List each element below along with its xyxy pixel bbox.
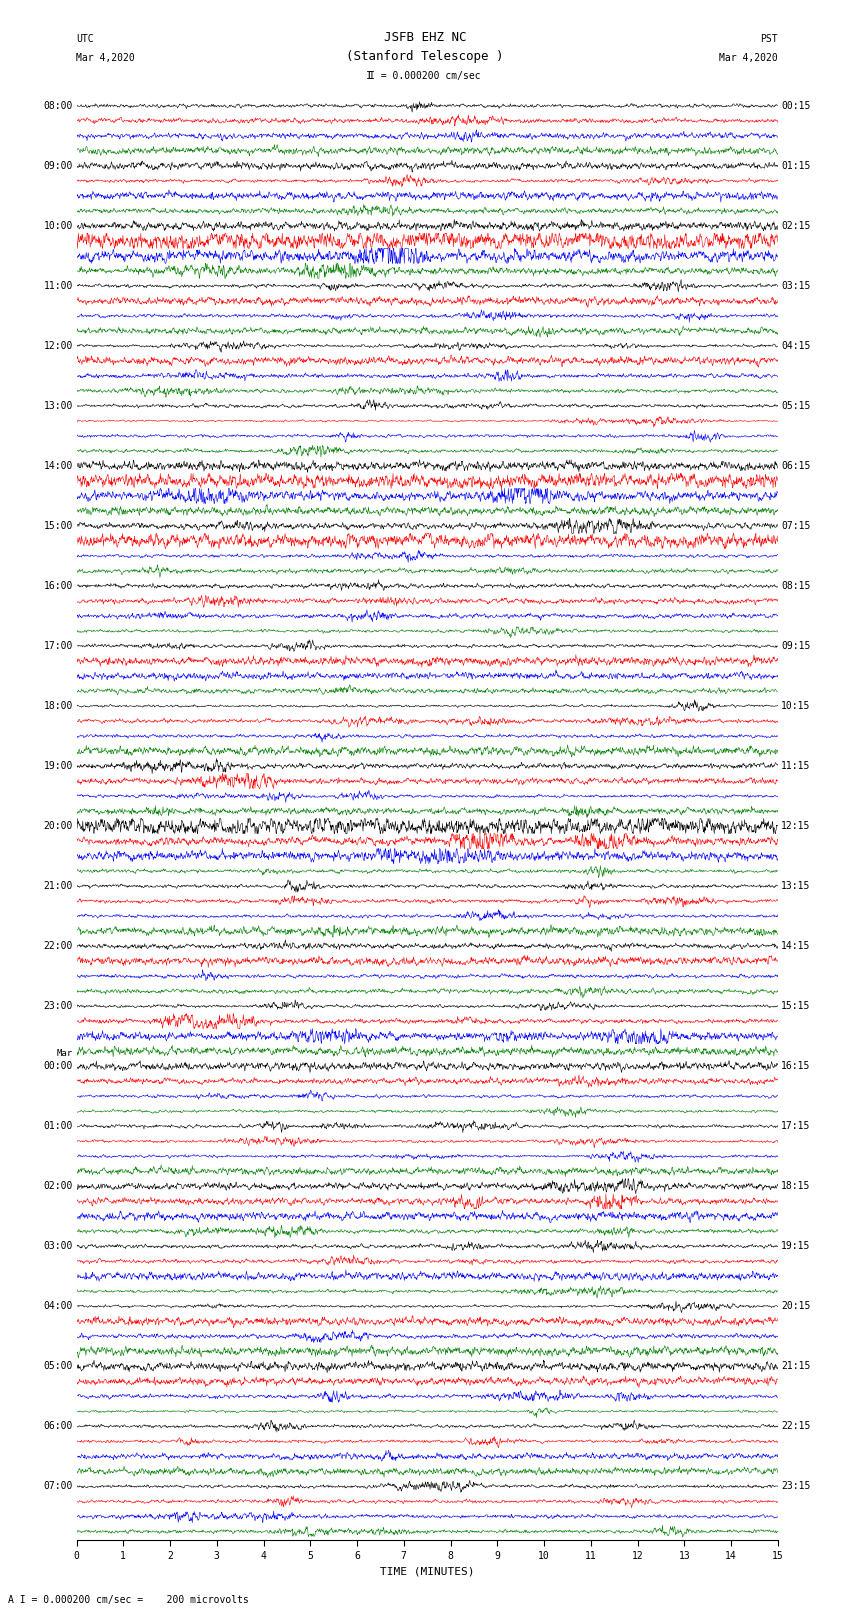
- Text: 21:00: 21:00: [43, 881, 73, 890]
- Text: 08:00: 08:00: [43, 100, 73, 111]
- Text: PST: PST: [760, 34, 778, 44]
- Text: 21:15: 21:15: [781, 1361, 811, 1371]
- Text: Mar: Mar: [57, 1048, 73, 1058]
- Text: 18:15: 18:15: [781, 1181, 811, 1192]
- Text: 10:15: 10:15: [781, 702, 811, 711]
- Text: 16:15: 16:15: [781, 1061, 811, 1071]
- Text: 14:00: 14:00: [43, 461, 73, 471]
- Text: 13:00: 13:00: [43, 402, 73, 411]
- Text: 13:15: 13:15: [781, 881, 811, 890]
- Text: 04:00: 04:00: [43, 1302, 73, 1311]
- Text: 12:00: 12:00: [43, 340, 73, 352]
- Text: 23:15: 23:15: [781, 1481, 811, 1492]
- Text: 20:15: 20:15: [781, 1302, 811, 1311]
- Text: 19:00: 19:00: [43, 761, 73, 771]
- Text: 22:15: 22:15: [781, 1421, 811, 1431]
- Text: 12:15: 12:15: [781, 821, 811, 831]
- Text: I = 0.000200 cm/sec: I = 0.000200 cm/sec: [369, 71, 481, 81]
- Text: 18:00: 18:00: [43, 702, 73, 711]
- Text: 08:15: 08:15: [781, 581, 811, 590]
- Text: Mar 4,2020: Mar 4,2020: [76, 53, 135, 63]
- Text: 06:00: 06:00: [43, 1421, 73, 1431]
- Text: JSFB EHZ NC: JSFB EHZ NC: [383, 31, 467, 44]
- Text: 03:00: 03:00: [43, 1242, 73, 1252]
- Text: 01:00: 01:00: [43, 1121, 73, 1131]
- Text: 19:15: 19:15: [781, 1242, 811, 1252]
- Text: 04:15: 04:15: [781, 340, 811, 352]
- Text: 05:15: 05:15: [781, 402, 811, 411]
- Text: Mar 4,2020: Mar 4,2020: [719, 53, 778, 63]
- Text: 00:00: 00:00: [43, 1061, 73, 1071]
- Text: 06:15: 06:15: [781, 461, 811, 471]
- Text: 02:15: 02:15: [781, 221, 811, 231]
- Text: 17:00: 17:00: [43, 640, 73, 652]
- Text: 05:00: 05:00: [43, 1361, 73, 1371]
- Text: 20:00: 20:00: [43, 821, 73, 831]
- Text: 16:00: 16:00: [43, 581, 73, 590]
- Text: 00:15: 00:15: [781, 100, 811, 111]
- Text: 01:15: 01:15: [781, 161, 811, 171]
- Text: 02:00: 02:00: [43, 1181, 73, 1192]
- Text: 17:15: 17:15: [781, 1121, 811, 1131]
- Text: A I = 0.000200 cm/sec =    200 microvolts: A I = 0.000200 cm/sec = 200 microvolts: [8, 1595, 249, 1605]
- Text: 22:00: 22:00: [43, 940, 73, 952]
- Text: 10:00: 10:00: [43, 221, 73, 231]
- Text: 14:15: 14:15: [781, 940, 811, 952]
- Text: 11:15: 11:15: [781, 761, 811, 771]
- Text: 03:15: 03:15: [781, 281, 811, 290]
- Text: 15:00: 15:00: [43, 521, 73, 531]
- Text: 07:00: 07:00: [43, 1481, 73, 1492]
- Text: 23:00: 23:00: [43, 1002, 73, 1011]
- Text: 09:15: 09:15: [781, 640, 811, 652]
- Text: UTC: UTC: [76, 34, 94, 44]
- Text: 11:00: 11:00: [43, 281, 73, 290]
- Text: 15:15: 15:15: [781, 1002, 811, 1011]
- Text: 09:00: 09:00: [43, 161, 73, 171]
- X-axis label: TIME (MINUTES): TIME (MINUTES): [380, 1566, 474, 1576]
- Text: (Stanford Telescope ): (Stanford Telescope ): [346, 50, 504, 63]
- Text: 07:15: 07:15: [781, 521, 811, 531]
- Text: I: I: [366, 71, 373, 81]
